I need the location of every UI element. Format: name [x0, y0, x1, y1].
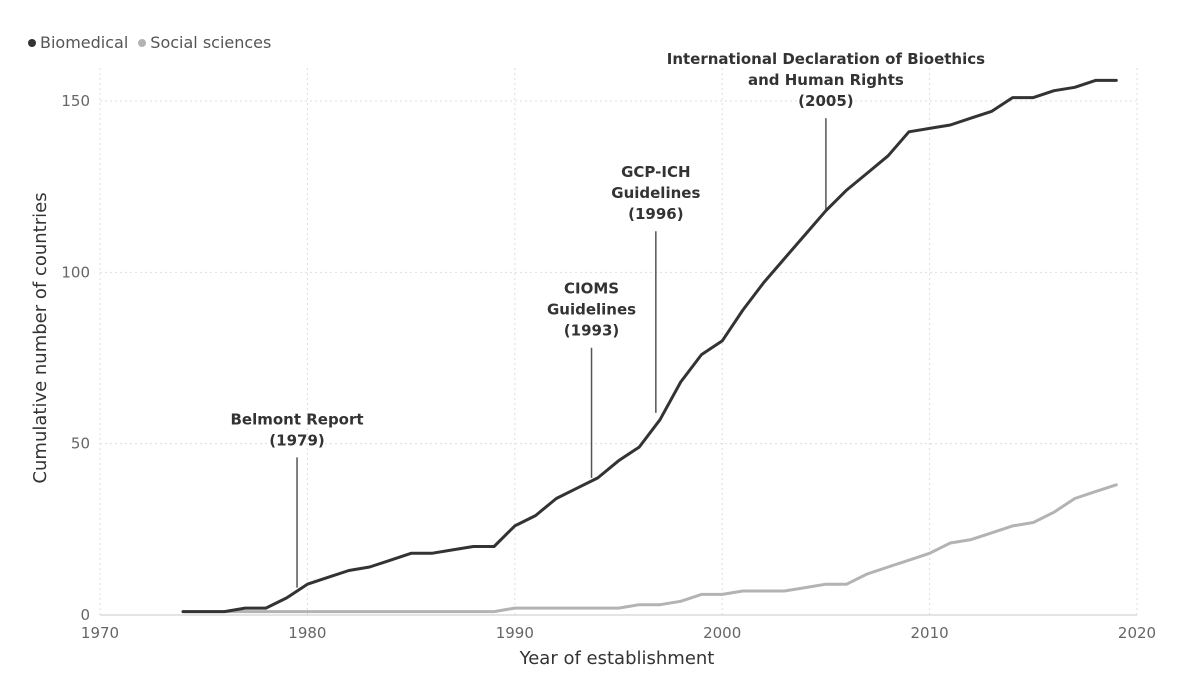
annotation-label: (2005): [798, 92, 853, 110]
y-tick-label: 0: [80, 606, 90, 624]
legend-dot-biomedical-icon: [28, 38, 36, 47]
tick-labels: 1970 1980 1990 2000 2010 2020 0 50 100 150: [61, 92, 1156, 642]
y-axis-title: Cumulative number of countries: [30, 192, 51, 483]
grid: [99, 68, 1138, 616]
legend-dot-social-sciences-icon: [138, 38, 147, 47]
legend: Biomedical Social sciences: [28, 33, 281, 52]
annotations: Belmont Report (1979) CIOMS Guidelines (1993…: [230, 50, 985, 588]
x-tick-label: 1980: [288, 624, 326, 642]
y-tick-label: 100: [61, 263, 90, 281]
y-tick-label: 150: [61, 92, 90, 110]
annotation-label: and Human Rights: [748, 71, 904, 89]
series-line-biomedical: [181, 78, 1118, 614]
legend-label-biomedical: Biomedical: [40, 33, 129, 52]
annotation-label: (1993): [564, 322, 619, 340]
annotation-label: GCP-ICH: [621, 163, 690, 181]
x-axis-title: Year of establishment: [519, 648, 715, 669]
x-tick-label: 1990: [496, 624, 534, 642]
y-tick-label: 50: [71, 435, 90, 453]
annotation-label: Guidelines: [547, 301, 636, 319]
series-lines: [181, 78, 1118, 614]
annotation-label: (1996): [628, 205, 683, 223]
x-tick-label: 2020: [1118, 624, 1156, 642]
x-tick-label: 2000: [703, 624, 741, 642]
x-tick-label: 1970: [81, 624, 119, 642]
annotation-label: International Declaration of Bioethics: [667, 50, 985, 68]
legend-item-social-sciences[interactable]: Social sciences: [138, 33, 271, 52]
annotation-label: Belmont Report: [230, 410, 363, 428]
legend-item-biomedical[interactable]: Biomedical: [28, 33, 128, 52]
annotation-label: CIOMS: [564, 280, 619, 298]
legend-label-social-sciences: Social sciences: [150, 33, 272, 52]
annotation-label: Guidelines: [611, 184, 700, 202]
series-line-social-sciences: [181, 483, 1118, 614]
x-tick-label: 2010: [911, 624, 949, 642]
annotation-label: (1979): [269, 431, 324, 449]
